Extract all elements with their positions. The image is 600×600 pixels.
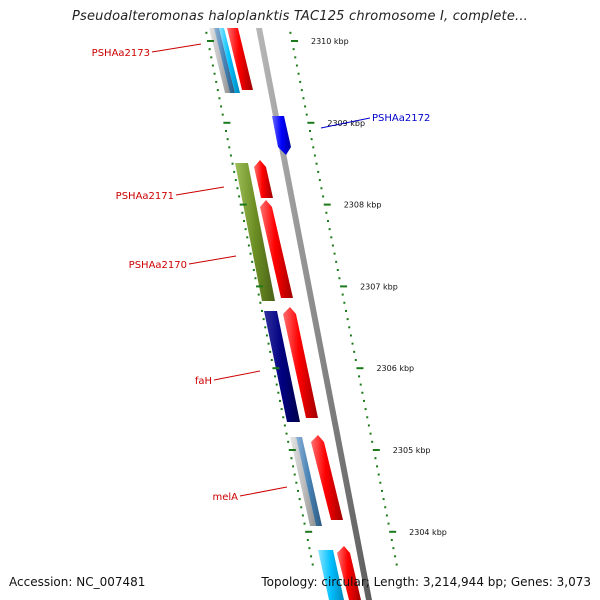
accession-text: Accession: NC_007481 — [9, 575, 146, 589]
gene-label-pshaa2173[interactable]: PSHAa2173 — [92, 48, 150, 59]
ruler-label: 2306 kbp — [376, 364, 414, 373]
gene-cluster-mela[interactable] — [290, 435, 343, 526]
ruler-label: 2305 kbp — [393, 446, 431, 455]
gene-bar-cyan — [219, 28, 240, 93]
left-tick-track — [205, 31, 314, 566]
gene-bar-steel-mela — [296, 437, 322, 526]
gene-bar-silver — [209, 28, 230, 93]
gene-label-pshaa2170[interactable]: PSHAa2170 — [129, 260, 187, 271]
gene-bar-olive-pshaa2170[interactable] — [235, 163, 275, 301]
gene-arrow-red-mid[interactable] — [260, 200, 293, 298]
gene-arrow-red — [227, 28, 253, 90]
label-leaders — [151, 43, 371, 497]
gene-arrow-red-pshaa2171[interactable] — [254, 160, 273, 198]
gene-cluster-top[interactable] — [209, 28, 253, 93]
gene-label-mela[interactable]: melA — [212, 492, 238, 503]
gene-bar-steel — [214, 28, 235, 93]
ruler-label: 2307 kbp — [360, 282, 398, 291]
gene-bar-cyan-bottom — [318, 550, 344, 600]
gene-bar-navy-fah[interactable] — [264, 311, 300, 422]
summary-text: Topology: circular; Length: 3,214,944 bp… — [261, 575, 591, 589]
gene-label-pshaa2171[interactable]: PSHAa2171 — [116, 191, 174, 202]
ruler-label: 2308 kbp — [344, 201, 382, 210]
gene-bar-silver-mela — [290, 437, 316, 526]
gene-arrow-blue-pshaa2172[interactable] — [272, 116, 291, 155]
gene-arrow-red-bottom — [337, 546, 361, 600]
ruler-label: 2304 kbp — [409, 528, 447, 537]
ruler-label: 2310 kbp — [311, 37, 349, 46]
gene-label-fah[interactable]: faH — [195, 376, 212, 387]
chromosome-backbone — [256, 28, 372, 600]
gene-arrow-red-fah[interactable] — [283, 307, 318, 418]
gene-label-pshaa2172[interactable]: PSHAa2172 — [372, 113, 430, 124]
map-title: Pseudoalteromonas haloplanktis TAC125 ch… — [71, 9, 529, 24]
gene-arrow-red-mela — [311, 435, 343, 520]
gene-cluster-bottom[interactable] — [318, 546, 361, 600]
